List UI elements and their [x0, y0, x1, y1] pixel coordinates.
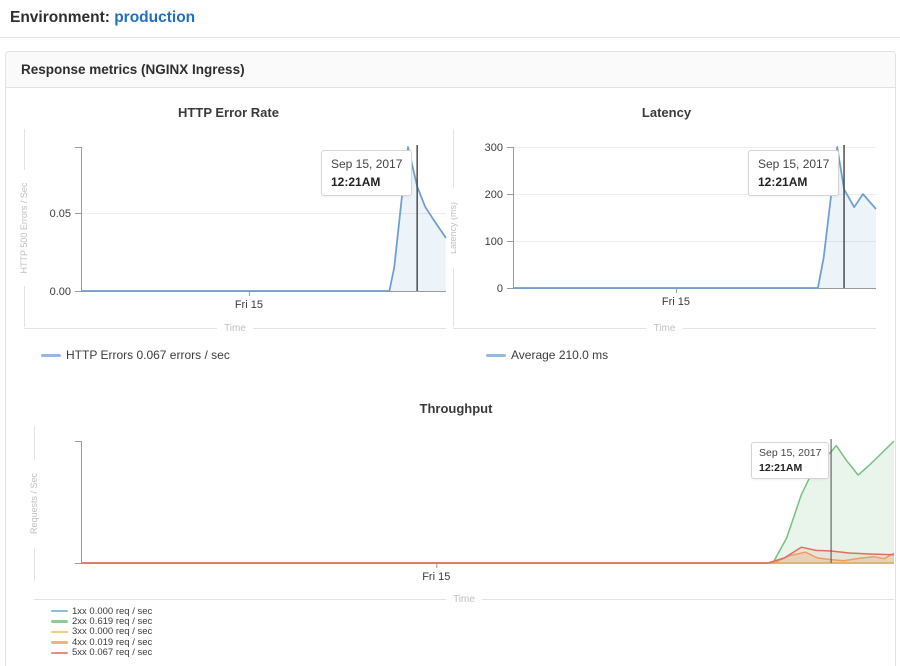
series-line-HTTP Errors — [81, 146, 447, 292]
environment-header: Environment: production — [0, 0, 900, 27]
tooltip-time: 12:21AM — [758, 175, 808, 189]
y-axis-label: Latency (ms) — [451, 202, 458, 254]
top-charts-row: HTTP Error Rate HTTP 500 Errors / Sec Tim… — [6, 100, 895, 362]
latency-legend: Average 210.0 ms — [486, 348, 882, 362]
environment-link[interactable]: production — [114, 9, 196, 26]
legend-marker — [51, 651, 68, 654]
throughput-plot[interactable]: Requests / Sec Time Fri 15 — [16, 421, 896, 603]
legend-item: Average 210.0 ms — [486, 348, 882, 362]
x-axis-label: Time — [453, 594, 475, 603]
latency-tooltip: Sep 15, 2017 12:21AM — [748, 150, 840, 196]
error-rate-legend: HTTP Errors 0.067 errors / sec — [41, 348, 451, 362]
y-tick-label: 0.00 — [50, 286, 71, 298]
legend-label: 3xx 0.000 req / sec — [72, 626, 153, 638]
y-tick-label: 300 — [485, 142, 503, 154]
http-error-rate-chart: HTTP Error Rate HTTP 500 Errors / Sec Tim… — [6, 100, 451, 362]
chart-title-error-rate: HTTP Error Rate — [178, 105, 279, 120]
legend-marker — [51, 609, 68, 613]
legend-item: 3xx 0.000 req / sec — [51, 626, 896, 638]
y-tick-label: 0 — [497, 283, 503, 295]
series-line-5xx — [81, 546, 895, 564]
legend-label: 2xx 0.619 req / sec — [72, 616, 153, 628]
tooltip-date: Sep 15, 2017 — [331, 157, 403, 171]
legend-marker — [51, 620, 68, 623]
response-metrics-panel: Response metrics (NGINX Ingress) HTTP Er… — [5, 51, 896, 666]
y-axis-label: Requests / Sec — [29, 472, 39, 534]
x-tick-label: Fri 15 — [662, 296, 690, 308]
panel-body: HTTP Error Rate HTTP 500 Errors / Sec Tim… — [6, 88, 895, 658]
series-line-Average — [513, 146, 877, 289]
legend-marker — [486, 353, 506, 357]
chart-title-throughput: Throughput — [419, 401, 493, 416]
legend-item: HTTP Errors 0.067 errors / sec — [41, 348, 451, 362]
y-tick-label: 100 — [485, 236, 503, 248]
legend-marker — [41, 353, 61, 357]
series-area-4xx — [81, 552, 894, 563]
latency-plot[interactable]: Latency (ms) Time 300 200 100 0 Fri 15 — [451, 125, 882, 340]
legend-item: 5xx 0.067 req / sec — [51, 647, 896, 659]
latency-chart: Latency Latency (ms) Time 300 200 100 0 Fri 15… — [451, 100, 882, 362]
series-area-Average — [513, 147, 876, 288]
error-rate-tooltip: Sep 15, 2017 12:21AM — [321, 150, 413, 196]
legend-label: Average 210.0 ms — [511, 348, 609, 362]
throughput-chart: Throughput Requests / Sec Time Fri 15 Sep … — [16, 396, 896, 658]
environment-label: Environment: — [10, 9, 110, 26]
x-axis-label: Time — [654, 323, 676, 334]
legend-item: 2xx 0.619 req / sec — [51, 616, 896, 628]
series-area-2xx — [81, 441, 894, 563]
legend-label: 5xx 0.067 req / sec — [72, 647, 153, 659]
legend-label: HTTP Errors 0.067 errors / sec — [66, 348, 230, 362]
tooltip-time: 12:21AM — [759, 462, 803, 474]
legend-label: 4xx 0.019 req / sec — [72, 636, 153, 648]
y-tick-label: 0.05 — [50, 208, 71, 220]
y-tick-label: 200 — [485, 189, 503, 201]
x-axis-label: Time — [224, 323, 246, 334]
chart-title-latency: Latency — [641, 105, 692, 120]
series-area-5xx — [81, 547, 894, 563]
x-tick-label: Fri 15 — [235, 299, 263, 311]
legend-item: 1xx 0.000 req / sec — [51, 605, 896, 617]
legend-item: 4xx 0.019 req / sec — [51, 636, 896, 648]
throughput-legend: 1xx 0.000 req / sec 2xx 0.619 req / sec 3x… — [51, 606, 896, 658]
legend-label: 1xx 0.000 req / sec — [72, 605, 153, 617]
tooltip-time: 12:21AM — [331, 175, 381, 189]
header-divider — [0, 37, 900, 38]
x-tick-label: Fri 15 — [422, 571, 450, 583]
legend-marker — [51, 630, 68, 634]
tooltip-date: Sep 15, 2017 — [758, 157, 830, 171]
y-axis-label: HTTP 500 Errors / Sec — [19, 182, 29, 273]
panel-title: Response metrics (NGINX Ingress) — [6, 52, 895, 88]
legend-marker — [51, 641, 68, 644]
throughput-tooltip: Sep 15, 2017 12:21AM — [751, 442, 830, 479]
tooltip-date: Sep 15, 2017 — [759, 447, 822, 459]
